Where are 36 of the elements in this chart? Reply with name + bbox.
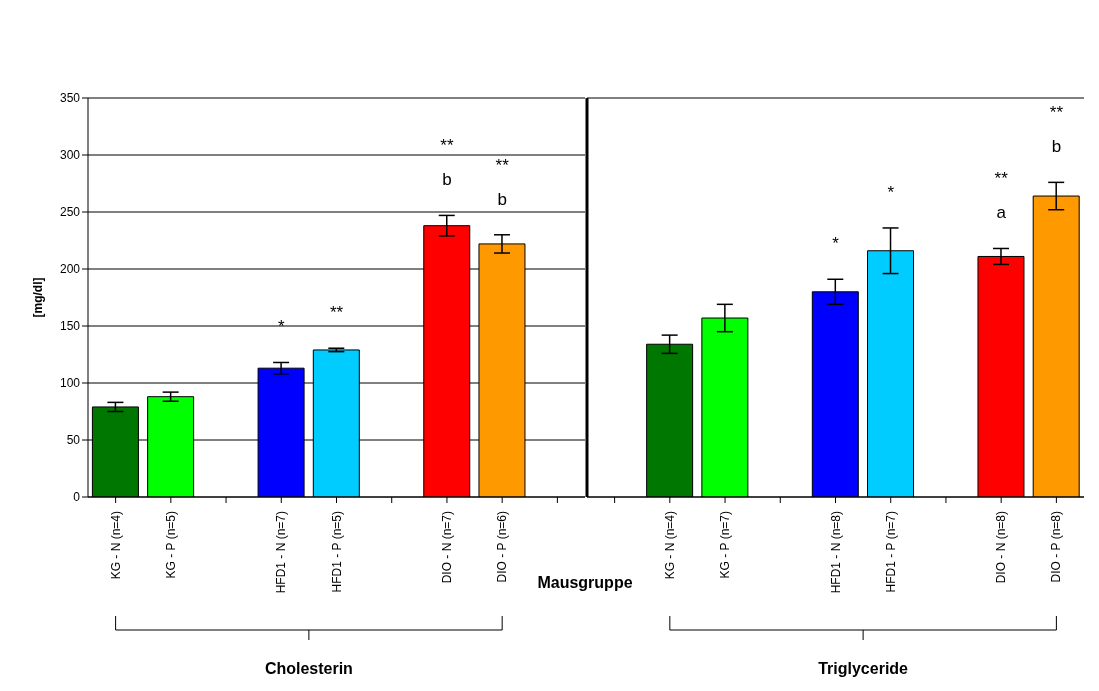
annotation: a (996, 203, 1007, 223)
y-tick-label: 150 (59, 319, 81, 334)
x-axis-title: Mausgruppe (537, 574, 633, 591)
annotation: * (277, 317, 285, 337)
y-tick-label: 100 (59, 376, 81, 391)
annotation: ** (440, 136, 454, 156)
x-tick-label: DIO - P (n=6) (495, 511, 510, 583)
text: Triglyceride (818, 660, 909, 677)
annotation: * (832, 234, 840, 254)
y-tick-label: 200 (59, 262, 81, 277)
y-tick-label: 50 (66, 433, 81, 448)
annotation: ** (329, 303, 344, 323)
text: Cholesterin (264, 660, 353, 677)
annotation: ** (1049, 103, 1064, 123)
y-axis-title: [mg/dl] (31, 277, 46, 318)
annotation: ** (994, 169, 1009, 189)
annotation: b (497, 189, 507, 209)
y-tick-label: 300 (59, 148, 81, 163)
x-tick-label: HFD1 - N (n=7) (274, 511, 289, 594)
x-tick-label: KG - P (n=7) (718, 511, 733, 579)
annotation: b (442, 170, 452, 190)
x-tick-label: HFD1 - P (n=7) (883, 511, 898, 593)
annotation: b (1051, 137, 1062, 157)
x-tick-label: DIO - N (n=7) (439, 511, 454, 584)
annotation: ** (495, 155, 510, 175)
x-tick-label: KG - N (n=4) (662, 511, 677, 580)
x-tick-label: DIO - N (n=8) (994, 511, 1009, 584)
x-tick-label: HFD1 - N (n=8) (828, 511, 843, 594)
x-tick-label: KG - P (n=5) (163, 511, 178, 579)
annotation: * (887, 182, 895, 202)
y-tick-label: 0 (73, 490, 81, 505)
x-tick-label: HFD1 - P (n=5) (329, 511, 344, 593)
y-tick-label: 350 (59, 91, 81, 106)
y-tick-label: 250 (59, 205, 81, 220)
x-tick-label: DIO - P (n=8) (1049, 511, 1064, 583)
x-tick-label: KG - N (n=4) (108, 511, 123, 580)
